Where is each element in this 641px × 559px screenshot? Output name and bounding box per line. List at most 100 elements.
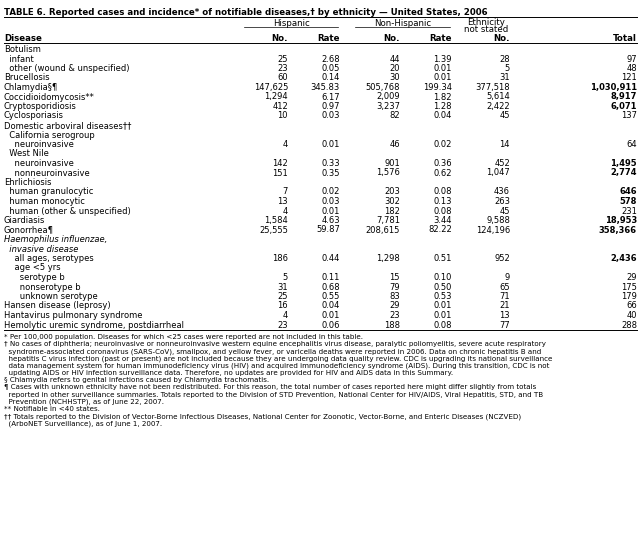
Text: 0.01: 0.01 [433,64,452,73]
Text: 23: 23 [278,320,288,329]
Text: 1,294: 1,294 [264,92,288,102]
Text: 124,196: 124,196 [476,225,510,234]
Text: 1.28: 1.28 [433,102,452,111]
Text: Brucellosis: Brucellosis [4,73,49,83]
Text: 179: 179 [621,292,637,301]
Text: invasive disease: invasive disease [4,244,78,253]
Text: other (wound & unspecified): other (wound & unspecified) [4,64,129,73]
Text: 29: 29 [390,301,400,310]
Text: 79: 79 [389,282,400,291]
Text: 25,555: 25,555 [259,225,288,234]
Text: 18,953: 18,953 [604,216,637,225]
Text: 0.05: 0.05 [322,64,340,73]
Text: 2,422: 2,422 [487,102,510,111]
Text: 901: 901 [384,159,400,168]
Text: 23: 23 [278,64,288,73]
Text: 0.03: 0.03 [322,197,340,206]
Text: West Nile: West Nile [4,149,49,159]
Text: 952: 952 [494,254,510,263]
Text: 1,584: 1,584 [264,216,288,225]
Text: TABLE 6. Reported cases and incidence* of notifiable diseases,† by ethnicity — U: TABLE 6. Reported cases and incidence* o… [4,8,488,17]
Text: 21: 21 [499,301,510,310]
Text: 0.62: 0.62 [433,168,452,178]
Text: Hansen disease (leprosy): Hansen disease (leprosy) [4,301,111,310]
Text: 1.82: 1.82 [433,92,452,102]
Text: 452: 452 [494,159,510,168]
Text: 263: 263 [494,197,510,206]
Text: 46: 46 [389,140,400,149]
Text: 66: 66 [626,301,637,310]
Text: ¶ Cases with unknown ethnicity have not been redistributed. For this reason, the: ¶ Cases with unknown ethnicity have not … [4,385,537,390]
Text: 137: 137 [621,111,637,121]
Text: 0.04: 0.04 [433,111,452,121]
Text: Ehrlichiosis: Ehrlichiosis [4,178,51,187]
Text: 0.51: 0.51 [433,254,452,263]
Text: 121: 121 [621,73,637,83]
Text: 1,298: 1,298 [376,254,400,263]
Text: 436: 436 [494,187,510,197]
Text: 29: 29 [626,273,637,282]
Text: Total: Total [613,34,637,43]
Text: neuroinvasive: neuroinvasive [4,140,74,149]
Text: 3,237: 3,237 [376,102,400,111]
Text: 23: 23 [389,311,400,320]
Text: 60: 60 [278,73,288,83]
Text: Haemophilus influenzae,: Haemophilus influenzae, [4,235,107,244]
Text: 20: 20 [390,64,400,73]
Text: 0.44: 0.44 [322,254,340,263]
Text: 5: 5 [504,64,510,73]
Text: 59.87: 59.87 [316,225,340,234]
Text: 0.01: 0.01 [433,73,452,83]
Text: Cyclosporiasis: Cyclosporiasis [4,111,64,121]
Text: 77: 77 [499,320,510,329]
Text: 0.35: 0.35 [322,168,340,178]
Text: 231: 231 [621,206,637,216]
Text: 345.83: 345.83 [311,83,340,92]
Text: age <5 yrs: age <5 yrs [4,263,61,272]
Text: 1,495: 1,495 [610,159,637,168]
Text: human monocytic: human monocytic [4,197,85,206]
Text: 208,615: 208,615 [365,225,400,234]
Text: 199.34: 199.34 [423,83,452,92]
Text: 412: 412 [272,102,288,111]
Text: 83: 83 [389,292,400,301]
Text: 358,366: 358,366 [599,225,637,234]
Text: 203: 203 [384,187,400,197]
Text: hepatitis C virus infection (past or present) are not included because they are : hepatitis C virus infection (past or pre… [4,356,553,362]
Text: 147,625: 147,625 [254,83,288,92]
Text: No.: No. [272,34,288,43]
Text: No.: No. [494,34,510,43]
Text: No.: No. [383,34,400,43]
Text: 1,030,911: 1,030,911 [590,83,637,92]
Text: 10: 10 [278,111,288,121]
Text: serotype b: serotype b [4,273,65,282]
Text: unknown serotype: unknown serotype [4,292,97,301]
Text: 0.08: 0.08 [433,187,452,197]
Text: ** Notifiable in <40 states.: ** Notifiable in <40 states. [4,406,100,412]
Text: 2.68: 2.68 [321,54,340,64]
Text: 9: 9 [504,273,510,282]
Text: 188: 188 [384,320,400,329]
Text: Hispanic: Hispanic [272,19,310,28]
Text: syndrome-associated coronavirus (SARS-CoV), smallpox, and yellow fever, or varic: syndrome-associated coronavirus (SARS-Co… [4,348,541,355]
Text: 40: 40 [626,311,637,320]
Text: 0.04: 0.04 [322,301,340,310]
Text: not stated: not stated [464,25,508,34]
Text: Giardiasis: Giardiasis [4,216,46,225]
Text: 0.08: 0.08 [433,206,452,216]
Text: 5: 5 [283,273,288,282]
Text: 0.08: 0.08 [433,320,452,329]
Text: 142: 142 [272,159,288,168]
Text: 0.68: 0.68 [321,282,340,291]
Text: 0.03: 0.03 [322,111,340,121]
Text: Hantavirus pulmonary syndrome: Hantavirus pulmonary syndrome [4,311,142,320]
Text: 65: 65 [499,282,510,291]
Text: 48: 48 [626,64,637,73]
Text: 3.44: 3.44 [433,216,452,225]
Text: data management system for human immunodeficiency virus (HIV) and acquired immun: data management system for human immunod… [4,363,549,369]
Text: 2,009: 2,009 [376,92,400,102]
Text: 302: 302 [384,197,400,206]
Text: 4.63: 4.63 [321,216,340,225]
Text: 97: 97 [626,54,637,64]
Text: 2,436: 2,436 [610,254,637,263]
